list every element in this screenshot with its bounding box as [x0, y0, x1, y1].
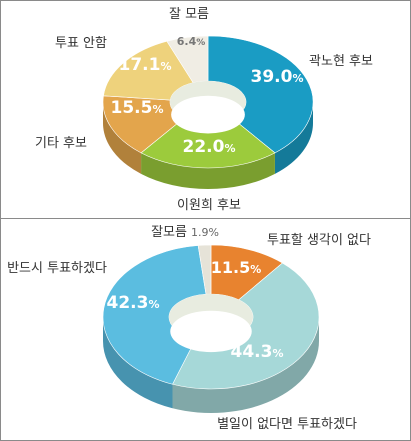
slice-label-other: 기타 후보: [35, 136, 87, 151]
donut-hole: [170, 81, 246, 134]
slice-side-wall-1: [141, 152, 275, 189]
slice-label-unknown-value: 1.9%: [191, 226, 219, 239]
value-label-unknown: 6.4%: [177, 35, 206, 48]
slice-label-if-nothing: 별일이 없다면 투표하겠다: [217, 417, 357, 432]
voting-intention-donut: 11.5% 44.3% 42.3% 투표할 생각이 없다 별일이 없다면 투표하…: [7, 225, 371, 432]
slice-label-gwak: 곽노현 후보: [309, 54, 373, 69]
hole-floor: [171, 95, 245, 134]
value-labels: 39.0% 22.0% 15.5% 17.1% 6.4%: [111, 35, 304, 157]
panel-divider: [1, 218, 410, 219]
slice-labels: 곽노현 후보 이원희 후보 기타 후보 투표 안함 잘 모름: [35, 7, 373, 213]
hole-floor: [170, 310, 252, 353]
slice-side-wall-0: [274, 102, 313, 174]
slice-side-wall-2: [103, 102, 142, 174]
value-label-other: 15.5%: [111, 98, 164, 118]
slice-label-no-intent: 투표할 생각이 없다: [267, 233, 371, 248]
donut-hole: [169, 294, 253, 353]
slice-label-definitely: 반드시 투표하겠다: [7, 261, 107, 276]
slice-label-no-vote: 투표 안함: [55, 36, 107, 51]
donut-3d-depth: [103, 102, 313, 189]
candidate-support-donut: 39.0% 22.0% 15.5% 17.1% 6.4% 곽노현 후보 이원희 …: [35, 7, 373, 213]
donut-slices: [102, 35, 314, 169]
value-label-definitely: 42.3%: [107, 293, 160, 313]
candidate-support-chart: 39.0% 22.0% 15.5% 17.1% 6.4% 곽노현 후보 이원희 …: [1, 1, 410, 218]
value-label-lee: 22.0%: [183, 137, 236, 157]
slice-label-unknown-name: 잘모름: [151, 225, 187, 240]
value-labels: 11.5% 44.3% 42.3%: [107, 258, 284, 362]
slice-labels: 투표할 생각이 없다 별일이 없다면 투표하겠다 반드시 투표하겠다 잘모름 1.…: [7, 225, 371, 432]
value-label-gwak: 39.0%: [251, 67, 304, 87]
donut-slices: [102, 244, 320, 390]
slice-label-lee: 이원희 후보: [177, 198, 241, 213]
value-label-if-nothing: 44.3%: [231, 342, 284, 362]
value-label-no-intent: 11.5%: [211, 258, 262, 277]
value-label-no-vote: 17.1%: [119, 55, 172, 75]
slice-side-wall-2: [103, 317, 173, 409]
slice-label-unknown: 잘 모름: [169, 7, 209, 22]
voting-intention-chart: 11.5% 44.3% 42.3% 투표할 생각이 없다 별일이 없다면 투표하…: [1, 219, 410, 440]
slice-label-unknown: 잘모름 1.9%: [151, 225, 219, 240]
